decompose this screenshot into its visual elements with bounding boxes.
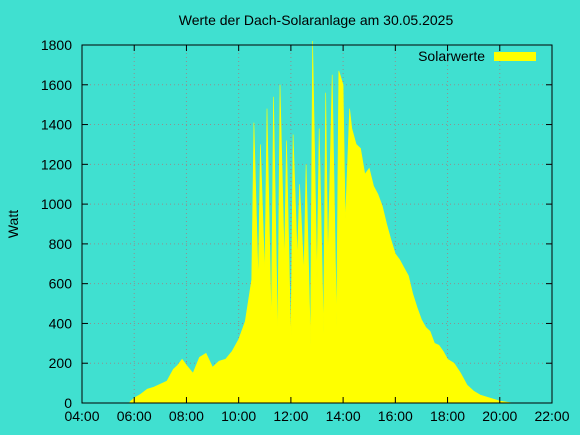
series-area [129,40,533,404]
x-tick-label: 14:00 [326,408,361,424]
legend-label: Solarwerte [418,48,485,64]
x-tick-label: 12:00 [273,408,308,424]
y-tick-label: 0 [64,395,72,411]
x-tick-label: 06:00 [117,408,152,424]
y-tick-label: 1000 [41,196,72,212]
y-tick-label: 800 [49,236,73,252]
y-tick-label: 600 [49,276,73,292]
x-axis: 04:00 06:00 08:00 10:00 12:00 14:00 16:00 18:00… [64,45,570,424]
y-tick-label: 1400 [41,117,72,133]
plot-frame [81,44,553,404]
x-tick-label: 10:00 [221,408,256,424]
legend-swatch [494,52,536,61]
x-tick-label: 22:00 [534,408,569,424]
x-tick-label: 18:00 [430,408,465,424]
y-tick-label: 1800 [41,37,72,53]
y-tick-label: 1200 [41,156,72,172]
x-tick-label: 20:00 [482,408,517,424]
y-axis-label: Watt [5,210,21,238]
legend: Solarwerte [418,48,536,64]
series-solarwerte [129,40,533,404]
y-axis: 0 200 400 600 800 1000 1200 1400 1600 1800 [41,37,552,411]
y-tick-label: 400 [49,315,73,331]
y-tick-label: 1600 [41,77,72,93]
x-tick-label: 16:00 [378,408,413,424]
y-tick-label: 200 [49,355,73,371]
x-tick-label: 04:00 [64,408,99,424]
plot-border [81,44,553,404]
chart-title: Werte der Dach-Solaranlage am 30.05.2025 [179,12,454,28]
x-tick-label: 08:00 [169,408,204,424]
